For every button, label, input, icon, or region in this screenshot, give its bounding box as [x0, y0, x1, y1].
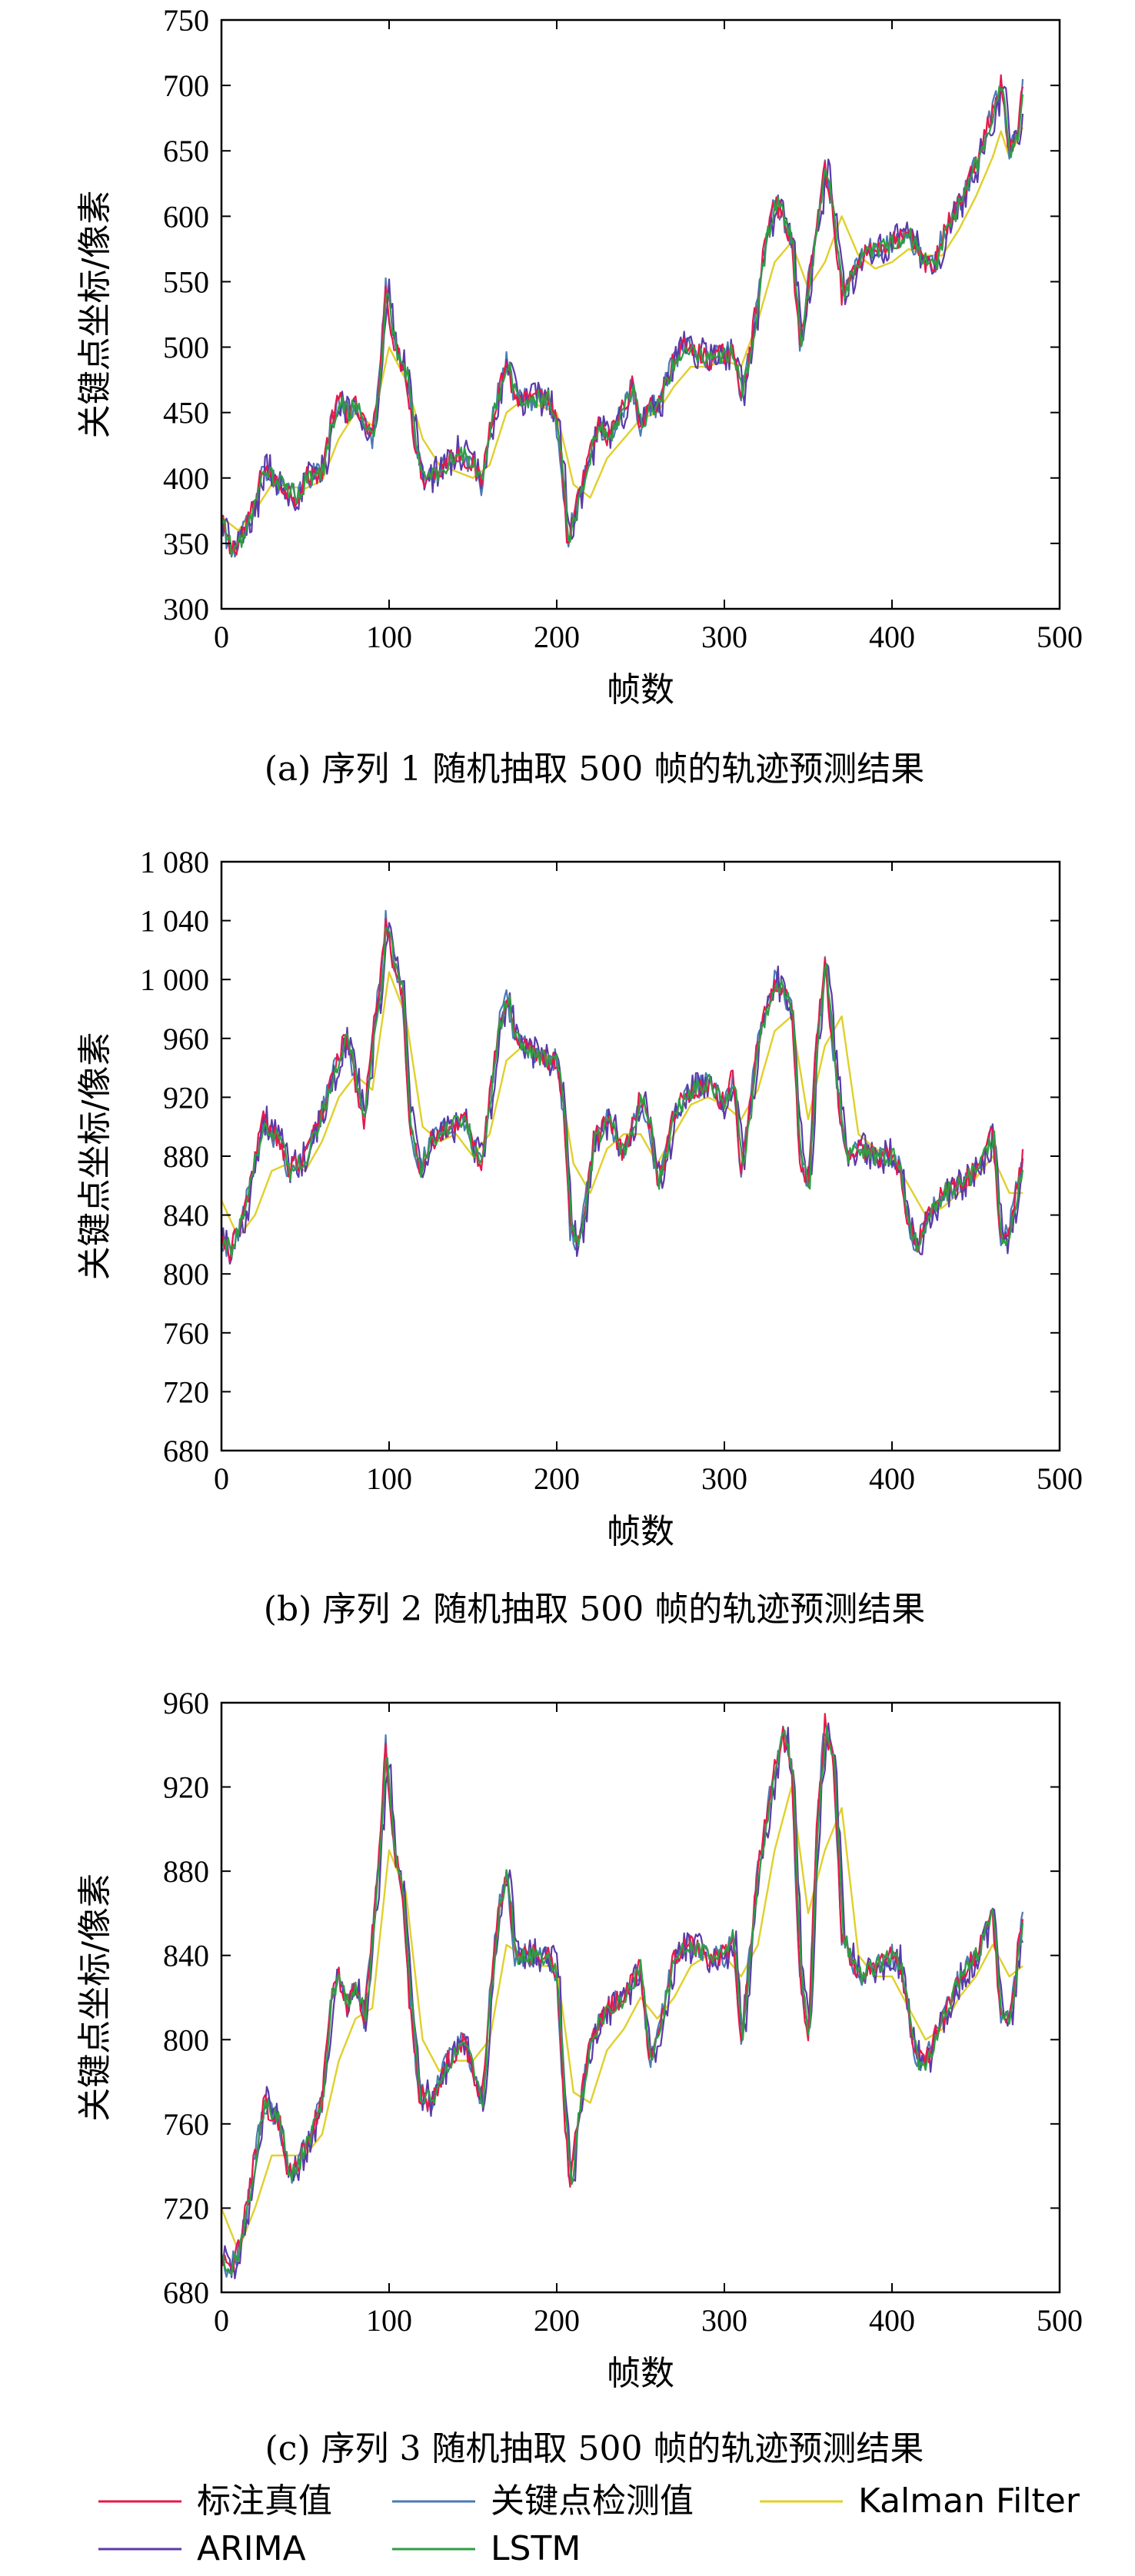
x-tick-label: 100: [366, 2303, 412, 2338]
x-tick-label: 100: [366, 620, 412, 654]
legend-item: ARIMA: [98, 2529, 306, 2568]
x-tick-label: 300: [701, 620, 747, 654]
y-tick-label: 720: [163, 1374, 209, 1409]
legend-label: ARIMA: [197, 2529, 306, 2568]
x-tick-label: 300: [701, 1461, 747, 1496]
x-axis-title: 帧数: [607, 2354, 674, 2393]
y-tick-label: 840: [163, 1198, 209, 1233]
x-tick-label: 0: [214, 2303, 229, 2338]
series-line-lstm: [221, 1726, 1024, 2276]
series-line-kalman-filter: [221, 127, 1024, 532]
x-tick-label: 200: [534, 2303, 580, 2338]
series-line-lstm: [221, 85, 1024, 557]
x-tick-label: 400: [869, 1461, 915, 1496]
legend-item: LSTM: [392, 2529, 581, 2568]
y-tick-label: 450: [163, 396, 209, 430]
y-tick-label: 720: [163, 2191, 209, 2225]
legend-label: Kalman Filter: [858, 2481, 1080, 2521]
y-tick-label: 500: [163, 331, 209, 365]
series-line-kalman-filter: [221, 971, 1023, 1238]
y-tick-label: 960: [163, 1686, 209, 1720]
legend-item: Kalman Filter: [760, 2481, 1080, 2521]
plot-frame: [220, 860, 1061, 1452]
x-tick-label: 200: [534, 1461, 580, 1496]
plot-frame: [220, 18, 1061, 610]
y-tick-label: 600: [163, 199, 209, 234]
chart-caption: (b) 序列 2 随机抽取 500 帧的轨迹预测结果: [264, 1590, 925, 1629]
series-group: [221, 74, 1024, 558]
x-tick-label: 500: [1037, 620, 1083, 654]
y-tick-label: 800: [163, 2023, 209, 2057]
x-tick-label: 300: [701, 2303, 747, 2338]
y-tick-label: 880: [163, 1854, 209, 1889]
x-axis-title: 帧数: [607, 670, 674, 710]
y-tick-label: 550: [163, 264, 209, 299]
legend-label: LSTM: [491, 2529, 581, 2568]
y-tick-label: 880: [163, 1139, 209, 1174]
series-line-kalman-filter: [221, 1786, 1023, 2252]
x-tick-label: 400: [869, 620, 915, 654]
series-line-arima: [221, 80, 1024, 558]
x-tick-label: 500: [1037, 1461, 1083, 1496]
legend-label: 标注真值: [197, 2481, 332, 2521]
legend-item: 标注真值: [98, 2481, 332, 2521]
chart-2: 0 100 200 300 400 500 680 720 760 800 840 880 920 960…: [75, 845, 1083, 1629]
y-tick-label: 960: [163, 1022, 209, 1056]
y-tick-label: 300: [163, 592, 209, 627]
y-tick-label: 1 000: [140, 962, 209, 997]
y-tick-label: 680: [163, 2275, 209, 2310]
y-axis-title: 关键点坐标/像素: [75, 191, 115, 439]
y-tick-label: 400: [163, 461, 209, 496]
series-group: [221, 909, 1024, 1265]
y-tick-label: 920: [163, 1770, 209, 1805]
chart-1: 0 100 200 300 400 500 300 350 400 450 500 550 600 650…: [75, 3, 1083, 789]
y-tick-label: 1 040: [140, 904, 209, 939]
x-tick-label: 500: [1037, 2303, 1083, 2338]
x-tick-label: 400: [869, 2303, 915, 2338]
x-tick-label: 200: [534, 620, 580, 654]
y-axis-title: 关键点坐标/像素: [75, 1032, 115, 1281]
series-line-标注真值: [221, 74, 1024, 556]
series-line-arima: [221, 1722, 1024, 2279]
series-line-lstm: [221, 926, 1024, 1258]
x-tick-label: 0: [214, 620, 229, 654]
series-group: [221, 1713, 1024, 2279]
x-tick-label: 100: [366, 1461, 412, 1496]
x-tick-label: 0: [214, 1461, 229, 1496]
legend-label: 关键点检测值: [491, 2481, 694, 2521]
y-tick-label: 760: [163, 2107, 209, 2142]
y-tick-label: 840: [163, 1939, 209, 1973]
chart-caption: (c) 序列 3 随机抽取 500 帧的轨迹预测结果: [265, 2429, 924, 2468]
legend: 标注真值 关键点检测值 Kalman Filter ARIMA LSTM: [98, 2481, 1080, 2568]
y-tick-label: 650: [163, 134, 209, 168]
y-tick-label: 760: [163, 1316, 209, 1351]
legend-item: 关键点检测值: [392, 2481, 694, 2521]
chart-caption: (a) 序列 1 随机抽取 500 帧的轨迹预测结果: [265, 750, 924, 789]
y-tick-label: 350: [163, 527, 209, 561]
y-tick-label: 750: [163, 3, 209, 38]
y-tick-label: 800: [163, 1257, 209, 1291]
y-tick-label: 920: [163, 1080, 209, 1115]
y-tick-label: 1 080: [140, 845, 209, 879]
y-tick-label: 680: [163, 1434, 209, 1468]
y-tick-label: 700: [163, 68, 209, 103]
x-axis-title: 帧数: [607, 1512, 674, 1551]
series-line-标注真值: [221, 918, 1024, 1263]
y-axis-title: 关键点坐标/像素: [75, 1873, 115, 2122]
chart-3: 0 100 200 300 400 500 680 720 760 800 840 880 920 960…: [75, 1686, 1083, 2468]
plot-frame: [220, 1701, 1061, 2294]
series-line-关键点检测值: [221, 909, 1023, 1258]
series-line-关键点检测值: [221, 78, 1024, 558]
